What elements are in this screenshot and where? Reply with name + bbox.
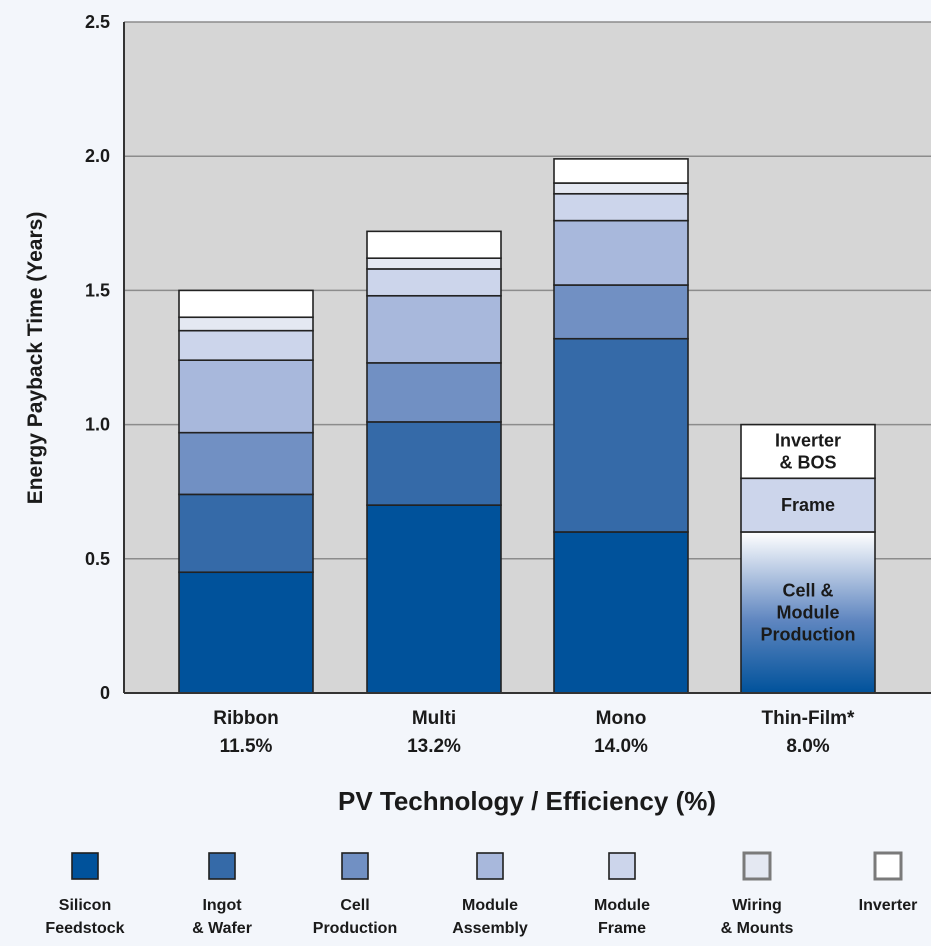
x-tick-label: Multi	[412, 708, 456, 729]
bar-segment	[178, 316, 314, 332]
bar-segment	[178, 493, 314, 574]
y-tick-label: 1.0	[85, 415, 110, 435]
bar-segment	[178, 329, 314, 361]
bar-segment	[366, 421, 502, 506]
segment-label: Inverter	[775, 430, 841, 450]
legend-label: Module	[594, 897, 650, 914]
legend-swatch	[742, 851, 772, 881]
legend-item: Silicon Feedstock	[45, 852, 125, 937]
bar-stack	[178, 289, 314, 694]
legend-item: Wiring & Mounts	[721, 851, 794, 937]
legend-label: Module	[462, 897, 518, 914]
segment-label: Module	[777, 602, 840, 622]
bar-segment	[740, 531, 876, 694]
legend-swatch	[208, 852, 236, 880]
x-tick-efficiency: 8.0%	[786, 736, 829, 757]
legend-swatch	[476, 852, 504, 880]
bar-segment	[740, 423, 876, 480]
legend-label: Production	[313, 920, 397, 937]
legend-label: Feedstock	[45, 920, 124, 937]
bar-segment	[553, 192, 689, 222]
legend-label: Assembly	[452, 920, 528, 937]
segment-label: Cell &	[782, 580, 833, 600]
legend: Silicon Feedstock Ingot & Wafer Cell Producti…	[45, 851, 918, 937]
bar-segment	[178, 359, 314, 434]
bar-segment	[553, 284, 689, 340]
x-axis-label: PV Technology / Efficiency (%)	[338, 786, 716, 816]
legend-label: & Wafer	[192, 920, 252, 937]
legend-label: & Mounts	[721, 920, 794, 937]
legend-swatch	[608, 852, 636, 880]
bar-segment	[366, 268, 502, 297]
bar-stack	[553, 158, 689, 694]
x-tick-label: Ribbon	[213, 708, 278, 729]
y-tick-label: 0	[100, 683, 110, 703]
y-tick-label: 0.5	[85, 549, 110, 569]
legend-label: Frame	[598, 920, 646, 937]
bar-segment	[553, 219, 689, 286]
bar-segment	[178, 431, 314, 496]
legend-label: Wiring	[732, 897, 782, 914]
x-tick-efficiency: 13.2%	[407, 736, 461, 757]
bar-segment	[366, 362, 502, 423]
bar-segment	[178, 571, 314, 694]
segment-label: & BOS	[779, 452, 836, 472]
bar-segment	[553, 531, 689, 694]
y-axis-label: Energy Payback Time (Years)	[24, 212, 47, 505]
legend-swatch	[71, 852, 99, 880]
bar-segment	[553, 158, 689, 184]
legend-item: Cell Production	[313, 852, 397, 937]
legend-item: Inverter	[859, 851, 918, 914]
segment-label: Frame	[781, 495, 835, 515]
y-tick-label: 2.5	[85, 12, 110, 32]
bar-segment	[366, 504, 502, 694]
y-tick-label: 2.0	[85, 146, 110, 166]
bar-segment	[366, 257, 502, 270]
legend-swatch	[873, 851, 903, 881]
bar-segment	[553, 337, 689, 533]
x-tick-efficiency: 11.5%	[220, 736, 273, 757]
legend-label: Cell	[340, 897, 369, 914]
bar-segment	[178, 289, 314, 319]
legend-item: Module Assembly	[452, 852, 528, 937]
x-tick-efficiency: 14.0%	[594, 736, 648, 757]
bar-segment	[366, 230, 502, 259]
x-tick-label: Mono	[596, 708, 647, 729]
legend-item: Module Frame	[594, 852, 650, 937]
bar-segment	[553, 182, 689, 195]
legend-label: Inverter	[859, 897, 918, 914]
bar-stack	[366, 230, 502, 694]
legend-item: Ingot & Wafer	[192, 852, 252, 937]
segment-label: Production	[761, 624, 856, 644]
bar-segment	[740, 477, 876, 533]
legend-label: Silicon	[59, 897, 111, 914]
bar-segment	[366, 294, 502, 364]
legend-swatch	[341, 852, 369, 880]
x-tick-label: Thin-Film*	[762, 708, 855, 729]
legend-label: Ingot	[202, 897, 242, 914]
y-tick-label: 1.5	[85, 280, 110, 300]
